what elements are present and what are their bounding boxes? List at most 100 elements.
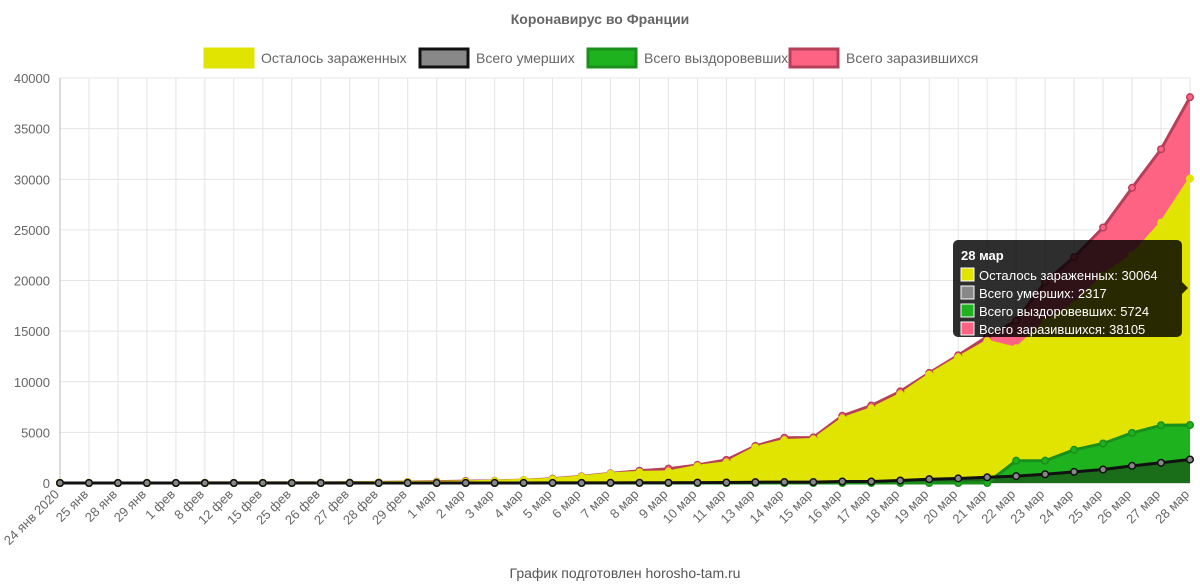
legend-label: Всего выздоровевших (644, 50, 788, 66)
legend: Осталось зараженных Всего умерших Всего вы… (203, 47, 978, 69)
data-point[interactable] (722, 458, 731, 467)
data-point[interactable] (780, 436, 789, 445)
data-point[interactable] (606, 478, 615, 487)
data-point[interactable] (925, 475, 934, 484)
data-point[interactable] (838, 414, 847, 423)
data-point[interactable] (171, 478, 180, 488)
data-point[interactable] (954, 474, 963, 483)
data-point[interactable] (1041, 456, 1050, 465)
data-point[interactable] (751, 443, 760, 452)
data-point[interactable] (1185, 455, 1195, 464)
legend-label: Всего умерших (476, 50, 575, 66)
x-tick-label: 29 янв (111, 486, 149, 524)
data-point[interactable] (635, 478, 644, 487)
data-point[interactable] (896, 390, 905, 399)
series-points-2 (55, 455, 1195, 488)
data-point[interactable] (1012, 472, 1021, 481)
x-tick-label: 1 мар (404, 487, 439, 522)
data-point[interactable] (751, 478, 760, 487)
data-point[interactable] (635, 468, 644, 477)
data-point[interactable] (229, 478, 238, 488)
data-point[interactable] (200, 478, 209, 488)
data-point[interactable] (693, 462, 702, 471)
y-tick-label: 5000 (21, 425, 50, 440)
data-point[interactable] (664, 467, 673, 476)
legend-swatch (418, 47, 470, 69)
y-tick-label: 40000 (14, 71, 50, 86)
legend-item-2[interactable]: Всего умерших (418, 47, 575, 69)
data-point[interactable] (432, 478, 441, 488)
data-point[interactable] (490, 478, 499, 488)
data-point[interactable] (1070, 467, 1079, 476)
tooltip-row: Осталось зараженных: 30064 (979, 268, 1158, 283)
data-point[interactable] (925, 370, 934, 379)
data-point[interactable] (1099, 439, 1108, 448)
y-tick-label: 25000 (14, 223, 50, 238)
x-tick-label: 5 мар (520, 487, 555, 522)
data-point[interactable] (693, 478, 702, 487)
series-areas (60, 97, 1190, 484)
data-point[interactable] (983, 337, 992, 346)
data-point[interactable] (1041, 470, 1050, 479)
series-area-1 (60, 178, 1190, 484)
data-point[interactable] (1099, 465, 1108, 474)
tooltip-swatch (960, 267, 975, 282)
data-point[interactable] (577, 478, 586, 487)
tooltip-swatch (960, 303, 975, 318)
legend-item-4[interactable]: Всего заразившихся (788, 47, 978, 69)
data-point[interactable] (838, 477, 847, 486)
data-point[interactable] (142, 478, 151, 488)
data-point[interactable] (113, 478, 122, 488)
x-tick-label: 4 мар (491, 487, 526, 522)
data-point[interactable] (809, 435, 818, 444)
data-point[interactable] (1012, 344, 1021, 353)
data-point[interactable] (548, 478, 557, 487)
data-point[interactable] (780, 478, 789, 487)
data-point[interactable] (983, 473, 992, 482)
tooltip: 28 мар Осталось зараженных: 30064 Всего ум… (953, 240, 1188, 337)
data-point[interactable] (809, 478, 818, 487)
data-point[interactable] (1185, 420, 1195, 430)
data-point[interactable] (1156, 421, 1166, 430)
data-point[interactable] (403, 478, 412, 488)
y-tick-label: 15000 (14, 324, 50, 339)
data-point[interactable] (374, 478, 383, 488)
data-point[interactable] (316, 478, 325, 488)
legend-item-1[interactable]: Осталось зараженных (203, 47, 407, 69)
data-point[interactable] (345, 478, 354, 488)
data-point[interactable] (664, 478, 673, 487)
data-point[interactable] (1099, 223, 1108, 232)
data-point[interactable] (1185, 93, 1195, 102)
data-point[interactable] (84, 478, 94, 488)
data-point[interactable] (1185, 174, 1195, 183)
data-point[interactable] (896, 476, 905, 485)
data-point[interactable] (519, 478, 528, 488)
data-point[interactable] (461, 478, 470, 488)
legend-swatch (586, 47, 638, 69)
legend-item-3[interactable]: Всего выздоровевших (586, 47, 788, 69)
data-point[interactable] (1156, 145, 1166, 154)
series-area-2 (60, 459, 1190, 483)
legend-swatch (203, 47, 255, 69)
data-point[interactable] (1156, 458, 1166, 467)
tooltip-row: Всего умерших: 2317 (979, 286, 1107, 301)
data-point[interactable] (954, 353, 963, 362)
data-point[interactable] (1128, 183, 1137, 192)
data-point[interactable] (867, 477, 876, 486)
data-point[interactable] (867, 404, 876, 413)
data-point[interactable] (606, 469, 615, 478)
data-point[interactable] (287, 478, 296, 488)
data-point[interactable] (722, 478, 731, 487)
data-point[interactable] (1128, 461, 1137, 470)
data-point[interactable] (258, 478, 267, 488)
data-point[interactable] (1070, 445, 1079, 454)
data-point[interactable] (1128, 428, 1137, 437)
data-point[interactable] (55, 478, 65, 488)
data-point[interactable] (1156, 218, 1166, 227)
x-tick-label: 6 мар (549, 487, 584, 522)
x-tick-label: 3 мар (462, 487, 497, 522)
legend-swatch (788, 47, 840, 69)
data-point[interactable] (1012, 456, 1021, 465)
tooltip-caret (1182, 282, 1188, 294)
